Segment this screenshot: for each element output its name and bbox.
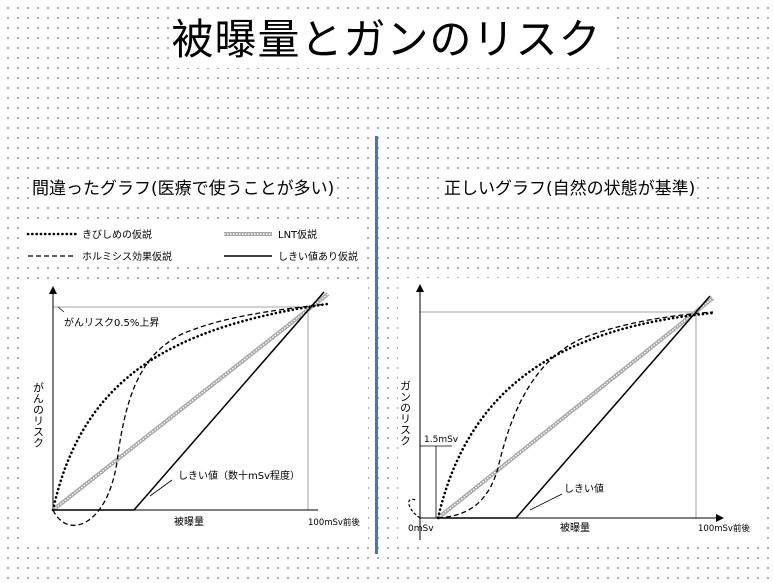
right-graph-panel: ガンのリスク 1.5mSv 0mSv 被曝量 100mSv前後 しきい値: [398, 278, 760, 540]
slide-title: 被曝量とガンのリスク: [171, 15, 602, 64]
right-y-mark: 1.5mSv: [424, 435, 459, 445]
right-threshold-pointer: [529, 493, 563, 511]
legend-lnt-line: [224, 231, 272, 236]
left-threshold-pointer: [149, 479, 173, 497]
left-y-label: がんのリスク: [32, 382, 45, 448]
legend-label-lnt: LNT仮説: [278, 230, 318, 241]
right-lnt-line: [436, 296, 715, 520]
right-hormesis-tail: [408, 498, 421, 519]
legend-dotted-line: [26, 232, 78, 235]
right-threshold-note: しきい値: [564, 482, 604, 495]
right-y-label: ガンのリスク: [399, 380, 412, 446]
left-graph: がんリスク0.5%上昇 がんのリスク 被曝量 100mSv前後 しきい値（数十m…: [32, 286, 360, 528]
legend-label-solid: しきい値あり仮説: [278, 252, 358, 263]
left-threshold-note: しきい値（数十mSv程度）: [178, 469, 300, 482]
legend-item-lnt: LNT仮説: [222, 226, 317, 241]
legend-item-dashed: ホルミシス効果仮説: [26, 248, 172, 263]
right-x-label: 被曝量: [560, 521, 590, 534]
title-background: [170, 14, 610, 68]
panel-divider: [375, 136, 378, 554]
right-graph: ガンのリスク 1.5mSv 0mSv 被曝量 100mSv前後 しきい値: [399, 284, 750, 540]
left-dashed-curve: [52, 303, 329, 526]
legend-solid-line: [224, 254, 272, 257]
left-x-label: 被曝量: [174, 515, 204, 528]
right-dotted-curve: [436, 311, 715, 520]
right-x-end-label: 100mSv前後: [698, 523, 750, 534]
left-x-end-label: 100mSv前後: [308, 517, 360, 528]
legend-item-solid: しきい値あり仮説: [222, 248, 358, 263]
left-graph-panel: がんリスク0.5%上昇 がんのリスク 被曝量 100mSv前後 しきい値（数十m…: [22, 282, 368, 540]
left-annot-pointer: [57, 306, 65, 313]
legend-label-dashed: ホルミシス効果仮説: [82, 252, 172, 263]
legend-item-dotted: きびしめの仮説: [26, 226, 152, 241]
left-threshold-line: [53, 291, 325, 511]
legend: きびしめの仮説 LNT仮説 ホルミシス効果仮説 しきい値あり仮説: [22, 222, 362, 264]
right-panel-subtitle: 正しいグラフ(自然の状態が基準): [442, 174, 698, 199]
left-panel-subtitle: 間違ったグラフ(医療で使うことが多い): [30, 174, 337, 199]
right-threshold-line: [438, 295, 711, 519]
left-dotted-curve: [51, 302, 329, 512]
legend-dashed-line: [28, 254, 76, 257]
right-dashed-curve: [437, 311, 714, 519]
legend-label-dotted: きびしめの仮説: [82, 230, 152, 241]
left-lnt-line-inner: [52, 293, 329, 511]
right-x-start-label: 0mSv: [408, 524, 434, 534]
left-annotation-top: がんリスク0.5%上昇: [64, 316, 159, 329]
